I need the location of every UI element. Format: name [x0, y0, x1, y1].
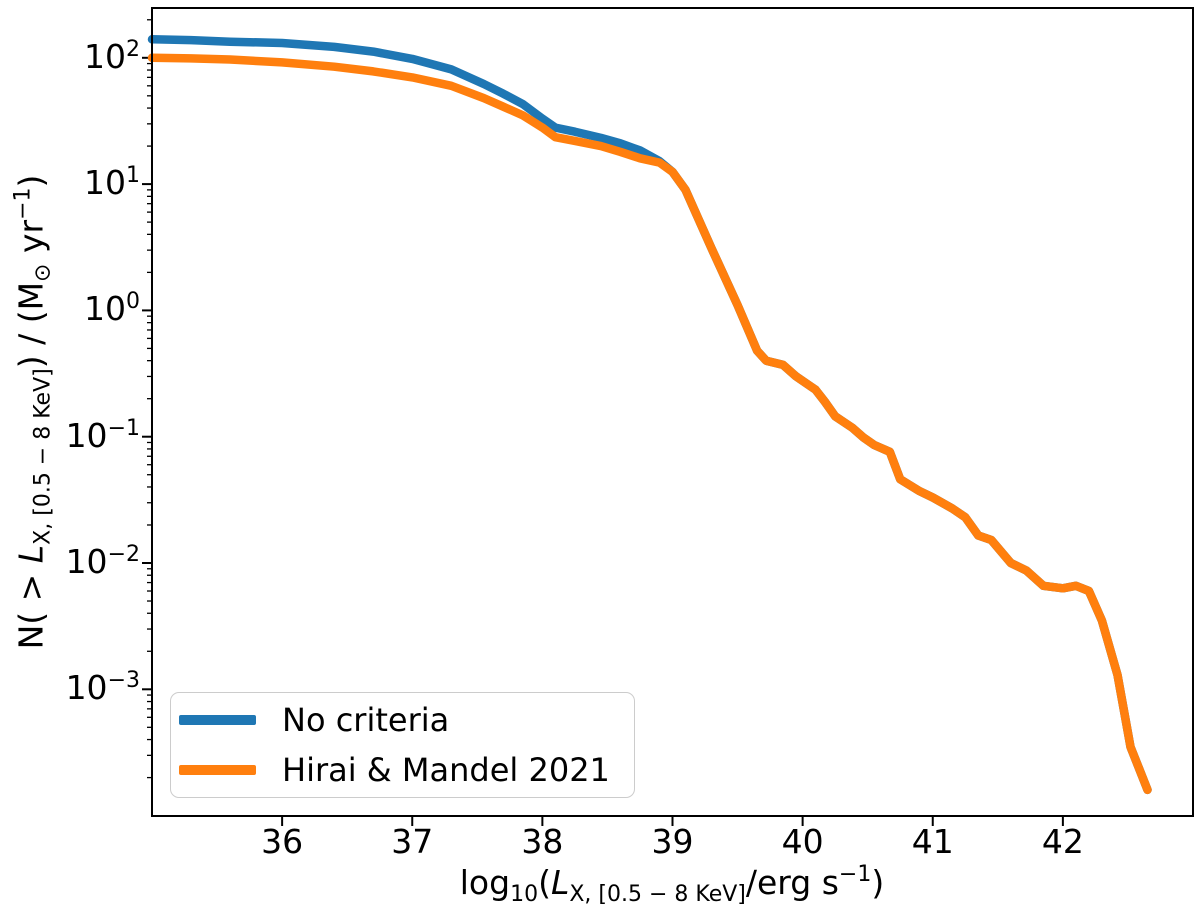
axis-label-segment: X, [0.5 − 8 KeV] [569, 882, 746, 907]
axes-frame [151, 7, 1194, 817]
legend-label: No criteria [282, 700, 450, 739]
x-tick-label: 40 [781, 822, 824, 861]
axis-label-segment: yr [11, 219, 51, 264]
x-tick-label: 38 [521, 822, 564, 861]
legend-line-swatch-blue [179, 714, 256, 725]
axis-label-segment: 10 [510, 882, 539, 907]
y-tick-label: 102 [84, 36, 140, 76]
y-tick-label: 100 [84, 289, 140, 329]
axis-label-segment: L [550, 863, 570, 902]
x-tick-label: 39 [651, 822, 694, 861]
axis-label-segment: ( [538, 863, 551, 902]
y-tick-label: 10−3 [65, 668, 140, 708]
axis-label-segment: X, [0.5 − 8 KeV] [30, 368, 56, 545]
legend-label: Hirai & Mandel 2021 [282, 751, 610, 790]
legend-line-swatch-orange [179, 765, 256, 776]
x-tick-label: 37 [391, 822, 434, 861]
y-tick-label: 10−2 [65, 541, 140, 581]
axis-label-segment: log [459, 863, 511, 902]
legend-entry-no-criteria: No criteria [171, 696, 634, 744]
x-tick-label: 36 [261, 822, 304, 861]
x-axis-label: log10(LX, [0.5 − 8 KeV]/erg s−1) [460, 862, 884, 907]
x-tick-label: 42 [1041, 822, 1084, 861]
y-tick-label: 101 [84, 162, 140, 202]
legend: No criteria Hirai & Mandel 2021 [170, 692, 635, 798]
curve-no-criteria [147, 35, 1152, 795]
x-tick-label: 41 [911, 822, 954, 861]
axis-label-segment: −1 [838, 862, 872, 887]
axis-label-segment: ) [871, 863, 885, 902]
axis-label-segment: ⊙ [30, 263, 56, 282]
legend-entry-hirai-mandel-2021: Hirai & Mandel 2021 [171, 746, 634, 794]
y-tick-label: 10−1 [65, 415, 140, 455]
curve-hirai-mandel-2021 [147, 53, 1152, 795]
axis-label-segment: /erg s [745, 863, 839, 902]
